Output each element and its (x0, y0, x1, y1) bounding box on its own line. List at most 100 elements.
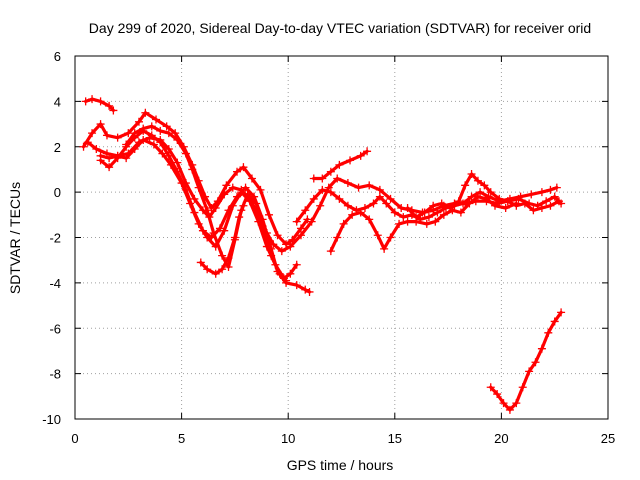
data-point (424, 213, 433, 222)
data-point (544, 328, 553, 337)
data-point (96, 156, 105, 165)
data-point (546, 185, 555, 194)
data-point (230, 233, 239, 242)
series-s7 (196, 201, 248, 278)
series-s11 (403, 169, 563, 222)
data-point (275, 269, 284, 278)
data-point (267, 251, 276, 260)
x-tick-label: 5 (178, 431, 185, 446)
data-point (386, 233, 395, 242)
data-point (211, 269, 220, 278)
data-point (113, 154, 122, 163)
data-point (369, 199, 378, 208)
data-point (228, 183, 237, 192)
data-point (122, 140, 131, 149)
data-point (420, 208, 429, 217)
data-point (224, 253, 233, 262)
y-tick-label: -4 (49, 276, 61, 291)
data-point (467, 192, 476, 201)
data-point (480, 181, 489, 190)
data-point (233, 192, 242, 201)
x-axis-label: GPS time / hours (287, 457, 394, 473)
data-point (531, 358, 540, 367)
data-point (484, 192, 493, 201)
data-point (256, 185, 265, 194)
data-point (141, 108, 150, 117)
data-point (105, 163, 114, 172)
data-point (552, 183, 561, 192)
data-point (467, 169, 476, 178)
data-point (343, 179, 352, 188)
data-point (147, 122, 156, 131)
data-point (239, 163, 248, 172)
y-tick-label: 4 (54, 94, 61, 109)
data-point (215, 224, 224, 233)
data-point (380, 244, 389, 253)
data-point (173, 158, 182, 167)
data-point (326, 167, 335, 176)
data-point (173, 135, 182, 144)
series-line (81, 111, 309, 246)
data-point (486, 188, 495, 197)
data-point (156, 138, 165, 147)
data-point (292, 217, 301, 226)
data-point (188, 165, 197, 174)
data-point (456, 208, 465, 217)
data-point (399, 213, 408, 222)
data-point (152, 115, 161, 124)
data-point (375, 192, 384, 201)
data-point (190, 208, 199, 217)
data-point (173, 167, 182, 176)
x-tick-label: 25 (601, 431, 615, 446)
series-s1 (81, 95, 118, 115)
data-point (333, 174, 342, 183)
data-point (550, 192, 559, 201)
data-point (220, 190, 229, 199)
data-point (156, 126, 165, 135)
data-point (326, 188, 335, 197)
data-point (437, 199, 446, 208)
series-s8 (309, 147, 372, 183)
data-point (79, 142, 88, 151)
data-point (258, 222, 267, 231)
data-point (537, 188, 546, 197)
data-point (550, 317, 559, 326)
data-point (554, 197, 563, 206)
data-point (224, 262, 233, 271)
data-point (198, 226, 207, 235)
data-point (348, 210, 357, 219)
data-point (309, 174, 318, 183)
data-point (181, 185, 190, 194)
data-point (273, 231, 282, 240)
data-point (476, 188, 485, 197)
data-point (102, 131, 111, 140)
data-point (243, 190, 252, 199)
data-point (318, 174, 327, 183)
data-point (122, 154, 131, 163)
data-point (203, 206, 212, 215)
data-point (307, 217, 316, 226)
data-point (282, 240, 291, 249)
x-tick-label: 0 (71, 431, 78, 446)
data-point (105, 101, 114, 110)
data-point (352, 206, 361, 215)
data-point (454, 197, 463, 206)
data-point (303, 215, 312, 224)
data-point (318, 185, 327, 194)
data-point (316, 201, 325, 210)
data-point (503, 197, 512, 206)
series-line (124, 124, 288, 283)
data-point (335, 160, 344, 169)
data-point (326, 247, 335, 256)
data-point (88, 129, 97, 138)
data-point (354, 183, 363, 192)
data-point (282, 276, 291, 285)
data-point (416, 215, 425, 224)
data-point (96, 97, 105, 106)
data-point (491, 201, 500, 210)
data-point (286, 242, 295, 251)
data-point (501, 204, 510, 213)
data-point (542, 197, 551, 206)
y-tick-label: 0 (54, 185, 61, 200)
